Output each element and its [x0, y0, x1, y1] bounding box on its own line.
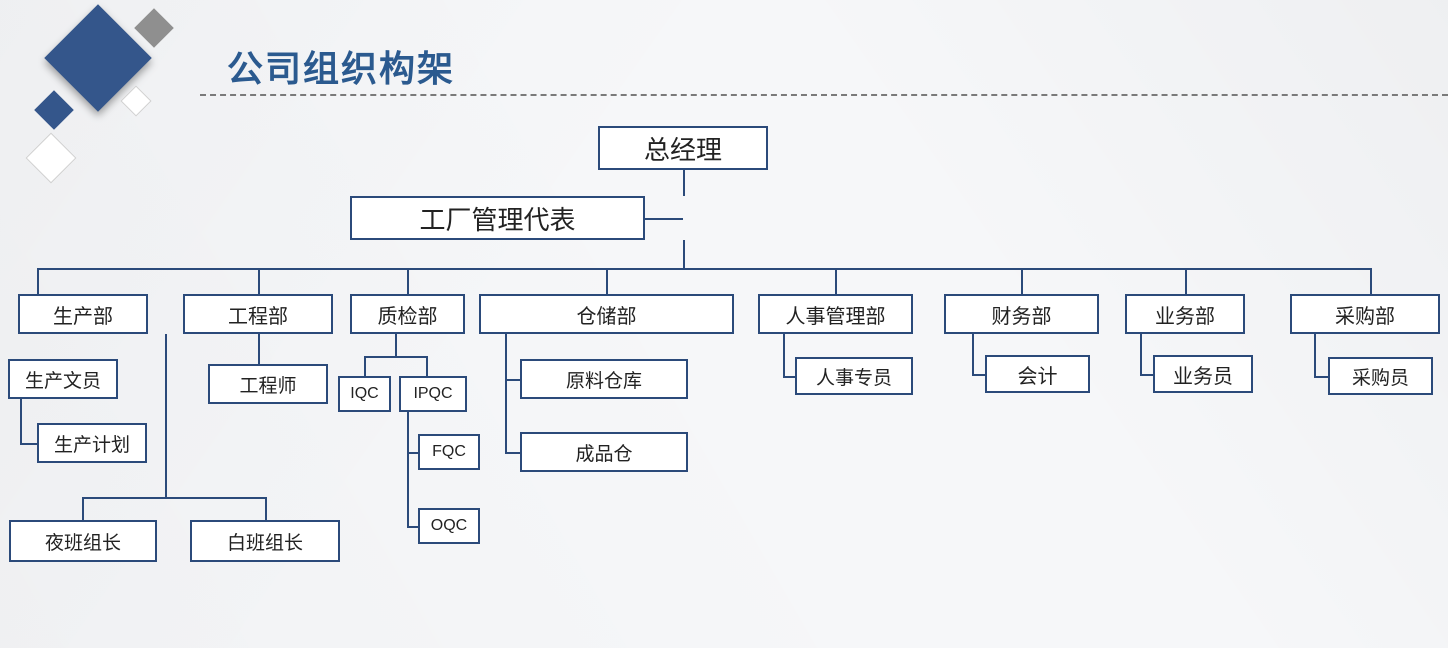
org-node-iqc: IQC [338, 376, 391, 412]
org-node-eng: 工程部 [183, 294, 333, 334]
connector [1140, 334, 1142, 374]
connector [82, 497, 84, 520]
connector [407, 412, 409, 526]
connector [1140, 374, 1153, 376]
connector [783, 334, 785, 376]
connector [258, 334, 260, 364]
org-node-acct: 会计 [985, 355, 1090, 393]
org-node-sales: 业务员 [1153, 355, 1253, 393]
decor-diamond [26, 133, 77, 184]
connector [505, 334, 507, 452]
org-node-ipqc: IPQC [399, 376, 467, 412]
connector [835, 268, 837, 294]
connector [1370, 268, 1372, 294]
connector [407, 526, 418, 528]
decor-diamond [34, 90, 74, 130]
connector [407, 452, 418, 454]
org-node-qc: 质检部 [350, 294, 465, 334]
connector [505, 379, 520, 381]
connector [683, 240, 685, 268]
org-node-night: 夜班组长 [9, 520, 157, 562]
org-node-wh: 仓储部 [479, 294, 734, 334]
connector [395, 334, 397, 356]
org-node-raw: 原料仓库 [520, 359, 688, 399]
connector [1314, 376, 1328, 378]
connector [265, 497, 267, 520]
org-node-fqc: FQC [418, 434, 480, 470]
org-node-hr: 人事管理部 [758, 294, 913, 334]
org-node-fin_goods: 成品仓 [520, 432, 688, 472]
org-node-biz: 业务部 [1125, 294, 1245, 334]
org-node-oqc: OQC [418, 508, 480, 544]
connector [20, 399, 22, 443]
connector [645, 218, 683, 220]
org-node-engineer: 工程师 [208, 364, 328, 404]
connector [37, 268, 1370, 270]
connector [505, 452, 520, 454]
org-node-factory: 工厂管理代表 [350, 196, 645, 240]
connector [972, 374, 985, 376]
decor-diamond [120, 85, 151, 116]
connector [1314, 334, 1316, 376]
connector [426, 356, 428, 376]
connector [20, 443, 37, 445]
org-node-prod_clerk: 生产文员 [8, 359, 118, 399]
connector [364, 356, 426, 358]
org-node-hr_staff: 人事专员 [795, 357, 913, 395]
connector [407, 268, 409, 294]
org-node-day: 白班组长 [190, 520, 340, 562]
org-chart: 总经理工厂管理代表生产部工程部质检部仓储部人事管理部财务部业务部 采购部生产文员生… [0, 0, 1448, 648]
connector [258, 268, 260, 294]
org-node-prod: 生产部 [18, 294, 148, 334]
connector [82, 497, 267, 499]
org-node-buyer: 采购员 [1328, 357, 1433, 395]
org-node-gm: 总经理 [598, 126, 768, 170]
connector [165, 334, 167, 497]
connector [606, 268, 608, 294]
org-node-pur: 采购部 [1290, 294, 1440, 334]
connector [783, 376, 795, 378]
decor-diamond [134, 8, 174, 48]
connector [1021, 268, 1023, 294]
connector [683, 170, 685, 196]
connector [37, 268, 39, 294]
connector [364, 356, 366, 376]
org-node-fin: 财务部 [944, 294, 1099, 334]
connector [1185, 268, 1187, 294]
connector [972, 334, 974, 374]
org-node-prod_plan: 生产计划 [37, 423, 147, 463]
